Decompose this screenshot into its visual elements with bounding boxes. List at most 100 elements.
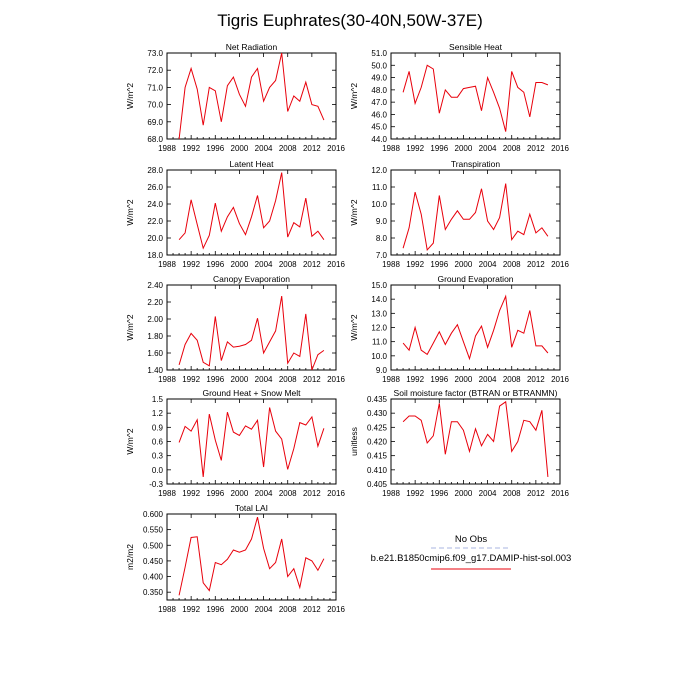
- y-tick-label-transpiration-8.0: 8.0: [376, 234, 388, 243]
- panel-title-soil-moisture-factor-btran-or-btranmn: Soil moisture factor (BTRAN or BTRANMN): [394, 388, 558, 398]
- y-tick-label-latent-heat-28.0: 28.0: [147, 166, 163, 175]
- panel-sensible-heat: Sensible Heat 1988 1992 1996 2000 2004 2008 201…: [349, 42, 569, 153]
- x-tick-label-sensible-heat-1992: 1992: [406, 144, 424, 153]
- legend-label-no-obs: No Obs: [455, 534, 487, 545]
- x-tick-label-soil-moisture-factor-btran-or-btranmn-1988: 1988: [382, 489, 400, 498]
- y-tick-label-sensible-heat-50.0: 50.0: [371, 61, 387, 70]
- x-tick-label-ground-evaporation-2004: 2004: [479, 375, 497, 384]
- panel-title-total-lai: Total LAI: [235, 503, 268, 513]
- plot-frame-ground-evaporation: [390, 284, 561, 371]
- series-line-total-lai: [178, 516, 325, 596]
- x-tick-label-ground-evaporation-2016: 2016: [551, 375, 569, 384]
- x-tick-label-total-lai-2000: 2000: [231, 605, 249, 614]
- series-line-sensible-heat: [402, 64, 549, 132]
- y-tick-label-ground-heat-snow-melt-0.0: 0.0: [152, 466, 164, 475]
- x-tick-label-ground-heat-snow-melt-2004: 2004: [255, 489, 273, 498]
- x-tick-label-latent-heat-2008: 2008: [279, 260, 297, 269]
- y-tick-label-ground-evaporation-12.0: 12.0: [371, 324, 387, 333]
- plot-frame-ground-heat-snow-melt: [166, 398, 337, 485]
- y-axis-label-total-lai: m2/m2: [125, 544, 135, 570]
- x-tick-label-total-lai-2008: 2008: [279, 605, 297, 614]
- y-tick-label-ground-evaporation-11.0: 11.0: [372, 338, 388, 347]
- x-tick-label-latent-heat-2004: 2004: [255, 260, 273, 269]
- y-tick-label-sensible-heat-44.0: 44.0: [371, 135, 387, 144]
- x-tick-label-latent-heat-2000: 2000: [231, 260, 249, 269]
- series-line-soil-moisture-factor-btran-or-btranmn: [402, 400, 549, 477]
- x-tick-label-soil-moisture-factor-btran-or-btranmn-2004: 2004: [479, 489, 497, 498]
- x-tick-label-sensible-heat-2016: 2016: [551, 144, 569, 153]
- x-tick-label-transpiration-2016: 2016: [551, 260, 569, 269]
- x-tick-label-net-radiation-1996: 1996: [206, 144, 224, 153]
- y-tick-label-ground-heat-snow-melt-1.5: 1.5: [152, 395, 164, 404]
- panel-soil-moisture-factor-btran-or-btranmn: Soil moisture factor (BTRAN or BTRANMN) 1…: [349, 388, 569, 498]
- y-tick-label-sensible-heat-51.0: 51.0: [371, 49, 387, 58]
- legend: No Obs b.e21.B1850cmip6.f09_g17.DAMIP-hi…: [371, 534, 571, 570]
- x-tick-label-soil-moisture-factor-btran-or-btranmn-1996: 1996: [430, 489, 448, 498]
- x-tick-label-canopy-evaporation-2012: 2012: [303, 375, 321, 384]
- y-tick-label-net-radiation-71.0: 71.0: [147, 83, 163, 92]
- x-tick-label-ground-heat-snow-melt-2016: 2016: [327, 489, 345, 498]
- y-axis-label-transpiration: W/m^2: [349, 199, 359, 225]
- y-tick-label-ground-evaporation-14.0: 14.0: [371, 295, 387, 304]
- x-tick-label-net-radiation-2008: 2008: [279, 144, 297, 153]
- x-tick-label-ground-evaporation-1996: 1996: [430, 375, 448, 384]
- plot-frame-latent-heat: [166, 169, 337, 256]
- x-tick-label-net-radiation-1992: 1992: [182, 144, 200, 153]
- panel-title-ground-heat-snow-melt: Ground Heat + Snow Melt: [202, 388, 301, 398]
- x-tick-label-soil-moisture-factor-btran-or-btranmn-1992: 1992: [406, 489, 424, 498]
- y-tick-label-total-lai-0.600: 0.600: [143, 510, 164, 519]
- panel-title-ground-evaporation: Ground Evaporation: [437, 274, 513, 284]
- x-tick-label-net-radiation-2016: 2016: [327, 144, 345, 153]
- y-tick-label-transpiration-7.0: 7.0: [376, 251, 388, 260]
- y-tick-label-net-radiation-68.0: 68.0: [147, 135, 163, 144]
- x-tick-label-latent-heat-1996: 1996: [206, 260, 224, 269]
- y-tick-label-transpiration-11.0: 11.0: [372, 183, 388, 192]
- x-tick-label-soil-moisture-factor-btran-or-btranmn-2008: 2008: [503, 489, 521, 498]
- y-tick-label-canopy-evaporation-2.00: 2.00: [147, 315, 163, 324]
- x-tick-label-canopy-evaporation-2008: 2008: [279, 375, 297, 384]
- x-tick-label-canopy-evaporation-1996: 1996: [206, 375, 224, 384]
- y-tick-label-ground-evaporation-13.0: 13.0: [371, 309, 387, 318]
- y-tick-label-net-radiation-70.0: 70.0: [147, 101, 163, 110]
- y-axis-label-sensible-heat: W/m^2: [349, 83, 359, 109]
- y-axis-label-latent-heat: W/m^2: [125, 199, 135, 225]
- y-tick-label-sensible-heat-46.0: 46.0: [371, 110, 387, 119]
- y-tick-label-transpiration-12.0: 12.0: [371, 166, 387, 175]
- panel-total-lai: Total LAI 1988 1992 1996 2000 2004 2008 2012 201…: [125, 503, 345, 614]
- panel-title-sensible-heat: Sensible Heat: [449, 42, 503, 52]
- y-tick-label-canopy-evaporation-1.40: 1.40: [147, 366, 163, 375]
- x-tick-label-canopy-evaporation-2016: 2016: [327, 375, 345, 384]
- panels: Net Radiation 1988 1992 1996 2000 2004 2008 201…: [125, 42, 569, 614]
- panel-ground-evaporation: Ground Evaporation 1988 1992 1996 2000 2004 20…: [349, 274, 569, 384]
- x-tick-label-total-lai-1988: 1988: [158, 605, 176, 614]
- x-tick-label-canopy-evaporation-1988: 1988: [158, 375, 176, 384]
- y-tick-label-ground-evaporation-15.0: 15.0: [371, 281, 387, 290]
- series-line-net-radiation: [178, 52, 325, 140]
- y-tick-label-latent-heat-20.0: 20.0: [147, 234, 163, 243]
- y-axis-label-canopy-evaporation: W/m^2: [125, 314, 135, 340]
- series-line-ground-evaporation: [402, 294, 549, 361]
- x-tick-label-soil-moisture-factor-btran-or-btranmn-2012: 2012: [527, 489, 545, 498]
- x-tick-label-sensible-heat-2000: 2000: [455, 144, 473, 153]
- x-tick-label-total-lai-1996: 1996: [206, 605, 224, 614]
- x-tick-label-net-radiation-2000: 2000: [231, 144, 249, 153]
- panel-title-canopy-evaporation: Canopy Evaporation: [213, 274, 290, 284]
- y-tick-label-soil-moisture-factor-btran-or-btranmn-0.415: 0.415: [367, 452, 388, 461]
- y-tick-label-net-radiation-73.0: 73.0: [147, 49, 163, 58]
- figure-title: Tigris Euphrates(30-40N,50W-37E): [217, 11, 483, 30]
- x-tick-label-sensible-heat-2008: 2008: [503, 144, 521, 153]
- panel-ground-heat-snow-melt: Ground Heat + Snow Melt 1988 1992 1996 2000 2…: [125, 388, 345, 498]
- x-tick-label-transpiration-2008: 2008: [503, 260, 521, 269]
- plot-frame-soil-moisture-factor-btran-or-btranmn: [390, 398, 561, 485]
- plot-frame-sensible-heat: [390, 52, 561, 140]
- y-axis-label-net-radiation: W/m^2: [125, 83, 135, 109]
- panel-transpiration: Transpiration 1988 1992 1996 2000 2004 2008 201…: [349, 159, 569, 269]
- y-tick-label-total-lai-0.350: 0.350: [143, 588, 164, 597]
- y-tick-label-sensible-heat-49.0: 49.0: [371, 74, 387, 83]
- panel-title-net-radiation: Net Radiation: [226, 42, 278, 52]
- series-line-ground-heat-snow-melt: [178, 407, 325, 477]
- y-axis-label-soil-moisture-factor-btran-or-btranmn: unitless: [349, 427, 359, 456]
- x-tick-label-total-lai-2004: 2004: [255, 605, 273, 614]
- y-axis-label-ground-evaporation: W/m^2: [349, 314, 359, 340]
- y-tick-label-sensible-heat-48.0: 48.0: [371, 86, 387, 95]
